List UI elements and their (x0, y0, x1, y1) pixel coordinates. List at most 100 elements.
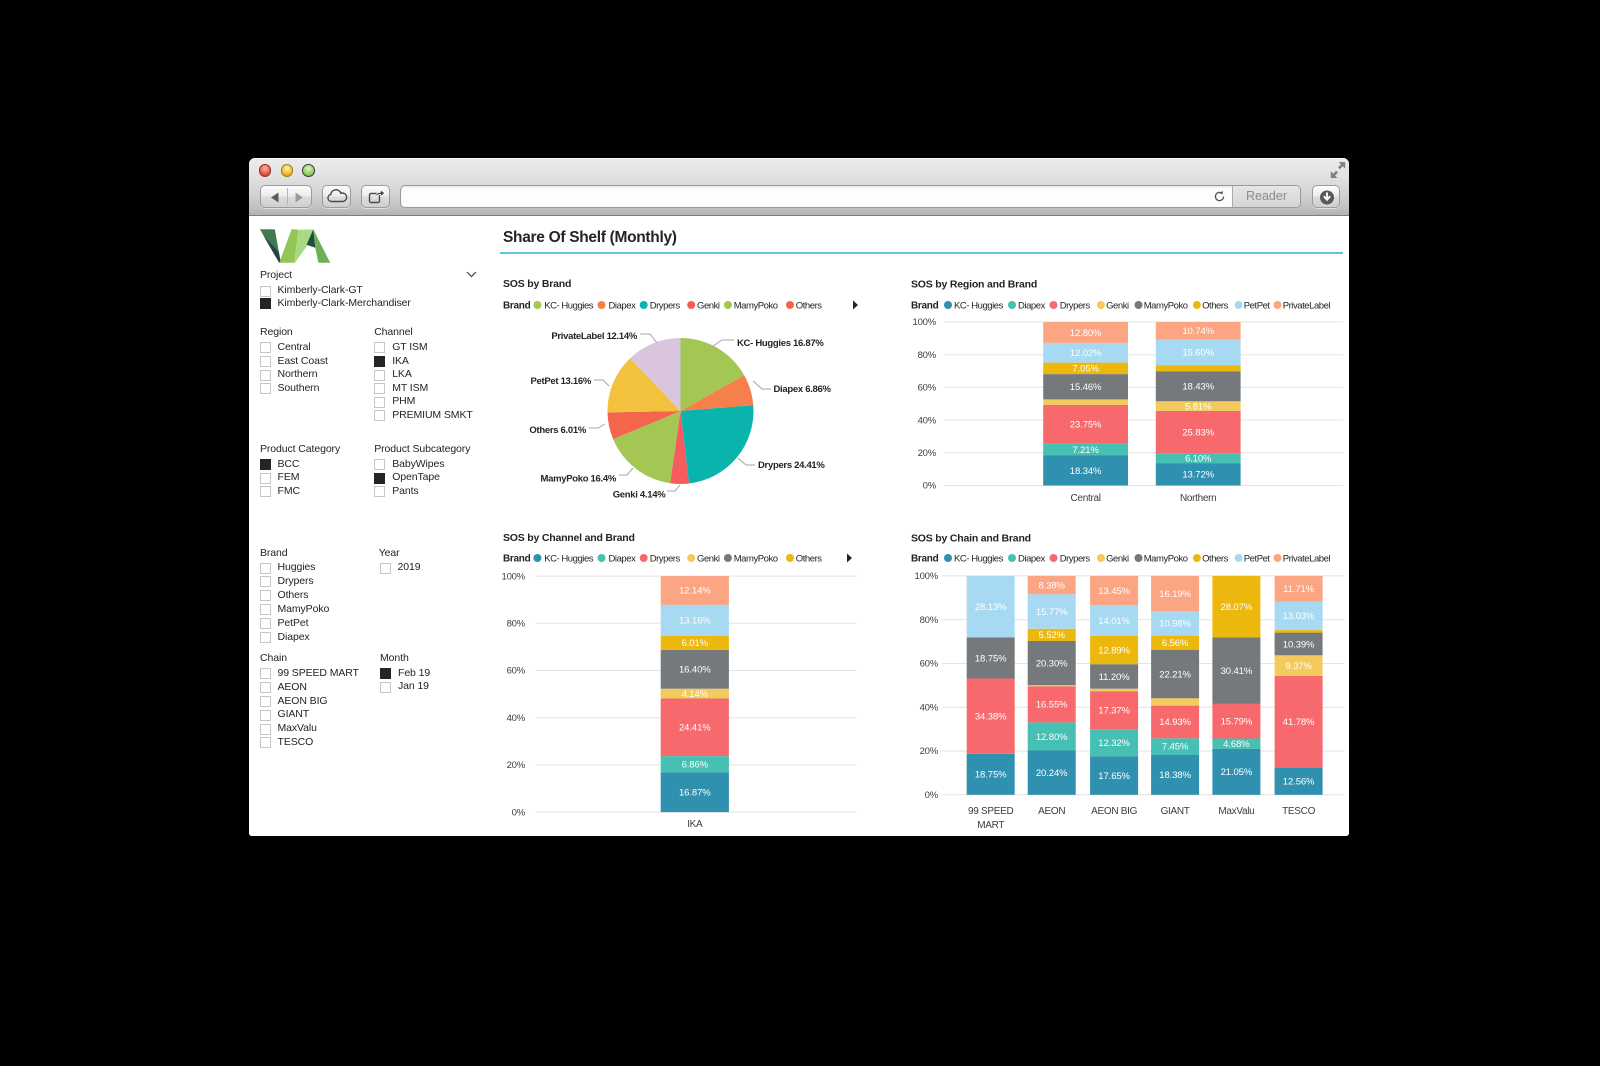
svg-text:KC- Huggies: KC- Huggies (544, 301, 594, 312)
svg-text:Genki: Genki (697, 554, 720, 565)
svg-text:Genki: Genki (1106, 301, 1129, 312)
svg-text:SOS by Channel and Brand: SOS by Channel and Brand (503, 532, 635, 544)
svg-text:PrivateLabel: PrivateLabel (1283, 554, 1331, 565)
svg-text:7.45%: 7.45% (1162, 742, 1189, 753)
svg-text:13.03%: 13.03% (1283, 611, 1315, 622)
svg-text:30.41%: 30.41% (1221, 666, 1253, 677)
svg-text:MamyPoko: MamyPoko (1144, 554, 1188, 565)
svg-text:10.74%: 10.74% (1182, 326, 1214, 337)
svg-text:15.46%: 15.46% (1070, 382, 1102, 393)
svg-text:Brand: Brand (503, 301, 531, 312)
svg-text:Diapex: Diapex (609, 301, 637, 312)
svg-text:41.78%: 41.78% (1283, 717, 1315, 728)
svg-text:MamyPoko 16.4%: MamyPoko 16.4% (540, 474, 616, 485)
svg-text:Diapex: Diapex (1018, 301, 1046, 312)
svg-text:Genki 4.14%: Genki 4.14% (613, 490, 667, 501)
svg-text:20%: 20% (920, 746, 939, 757)
svg-text:12.80%: 12.80% (1036, 732, 1068, 743)
svg-text:100%: 100% (915, 571, 939, 582)
svg-text:10.98%: 10.98% (1159, 619, 1191, 630)
svg-text:4.68%: 4.68% (1223, 739, 1250, 750)
svg-text:60%: 60% (918, 383, 937, 394)
svg-text:12.14%: 12.14% (679, 586, 711, 597)
svg-text:4.14%: 4.14% (682, 689, 709, 700)
svg-text:100%: 100% (502, 571, 526, 582)
svg-text:15.77%: 15.77% (1036, 607, 1068, 618)
svg-text:PetPet: PetPet (1244, 554, 1271, 565)
svg-text:MamyPoko: MamyPoko (734, 301, 778, 312)
svg-text:20.24%: 20.24% (1036, 768, 1068, 779)
svg-text:40%: 40% (507, 713, 526, 724)
svg-text:PetPet: PetPet (1244, 301, 1271, 312)
svg-text:80%: 80% (920, 615, 939, 626)
svg-text:6.56%: 6.56% (1162, 638, 1189, 649)
svg-text:13.16%: 13.16% (679, 616, 711, 627)
svg-text:18.75%: 18.75% (975, 770, 1007, 781)
svg-text:22.21%: 22.21% (1159, 669, 1191, 680)
svg-text:28.07%: 28.07% (1221, 602, 1253, 613)
svg-text:KC- Huggies: KC- Huggies (954, 301, 1004, 312)
svg-text:12.02%: 12.02% (1070, 348, 1102, 359)
svg-text:0%: 0% (512, 807, 526, 818)
svg-text:7.21%: 7.21% (1072, 445, 1099, 456)
svg-text:60%: 60% (920, 659, 939, 670)
svg-text:10.39%: 10.39% (1283, 639, 1315, 650)
svg-text:Diapex: Diapex (609, 554, 637, 565)
svg-text:99 SPEED: 99 SPEED (968, 806, 1013, 817)
svg-text:40%: 40% (918, 415, 937, 426)
svg-text:9.37%: 9.37% (1285, 661, 1312, 672)
svg-text:40%: 40% (920, 702, 939, 713)
svg-text:13.72%: 13.72% (1182, 470, 1214, 481)
svg-text:Brand: Brand (911, 554, 939, 565)
svg-text:6.86%: 6.86% (682, 760, 709, 771)
svg-text:IKA: IKA (687, 819, 703, 830)
svg-text:Others 6.01%: Others 6.01% (529, 425, 586, 436)
svg-text:Drypers: Drypers (650, 301, 681, 312)
svg-text:AEON BIG: AEON BIG (1091, 806, 1137, 817)
svg-text:Others: Others (1202, 554, 1229, 565)
svg-text:MART: MART (977, 820, 1004, 831)
svg-text:34.38%: 34.38% (975, 711, 1007, 722)
svg-text:15.79%: 15.79% (1221, 717, 1253, 728)
svg-text:11.71%: 11.71% (1283, 584, 1315, 595)
svg-text:12.56%: 12.56% (1283, 776, 1315, 787)
svg-text:Genki: Genki (697, 301, 720, 312)
svg-text:20%: 20% (507, 760, 526, 771)
svg-text:5.81%: 5.81% (1185, 401, 1212, 412)
svg-text:Others: Others (796, 301, 823, 312)
svg-text:24.41%: 24.41% (679, 723, 711, 734)
svg-text:17.37%: 17.37% (1098, 706, 1130, 717)
svg-text:Drypers: Drypers (1060, 301, 1091, 312)
svg-text:18.43%: 18.43% (1182, 382, 1214, 393)
svg-text:AEON: AEON (1038, 806, 1065, 817)
svg-text:6.10%: 6.10% (1185, 453, 1212, 464)
svg-text:18.38%: 18.38% (1159, 770, 1191, 781)
svg-text:15.60%: 15.60% (1182, 348, 1214, 359)
svg-text:28.13%: 28.13% (975, 602, 1007, 613)
svg-text:60%: 60% (507, 666, 526, 677)
svg-text:0%: 0% (925, 790, 939, 801)
svg-text:MamyPoko: MamyPoko (1144, 301, 1188, 312)
svg-text:21.05%: 21.05% (1221, 767, 1253, 778)
svg-text:16.19%: 16.19% (1159, 589, 1191, 600)
svg-text:100%: 100% (913, 317, 937, 328)
svg-text:20.30%: 20.30% (1036, 658, 1068, 669)
svg-text:Brand: Brand (911, 301, 939, 312)
svg-text:PetPet 13.16%: PetPet 13.16% (530, 376, 591, 387)
svg-text:5.52%: 5.52% (1038, 630, 1065, 641)
svg-text:Drypers: Drypers (650, 554, 681, 565)
svg-text:SOS by Brand: SOS by Brand (503, 278, 571, 290)
svg-text:GIANT: GIANT (1161, 806, 1190, 817)
svg-text:Others: Others (796, 554, 823, 565)
svg-text:13.45%: 13.45% (1098, 586, 1130, 597)
svg-text:16.40%: 16.40% (679, 665, 711, 676)
svg-text:20%: 20% (918, 448, 937, 459)
svg-text:16.87%: 16.87% (679, 788, 711, 799)
svg-text:TESCO: TESCO (1282, 806, 1315, 817)
svg-text:Drypers 24.41%: Drypers 24.41% (758, 460, 825, 471)
svg-text:Northern: Northern (1180, 493, 1217, 504)
svg-text:Others: Others (1202, 301, 1229, 312)
svg-text:SOS by Chain and Brand: SOS by Chain and Brand (911, 533, 1031, 545)
svg-text:Central: Central (1071, 493, 1101, 504)
svg-text:23.75%: 23.75% (1070, 420, 1102, 431)
